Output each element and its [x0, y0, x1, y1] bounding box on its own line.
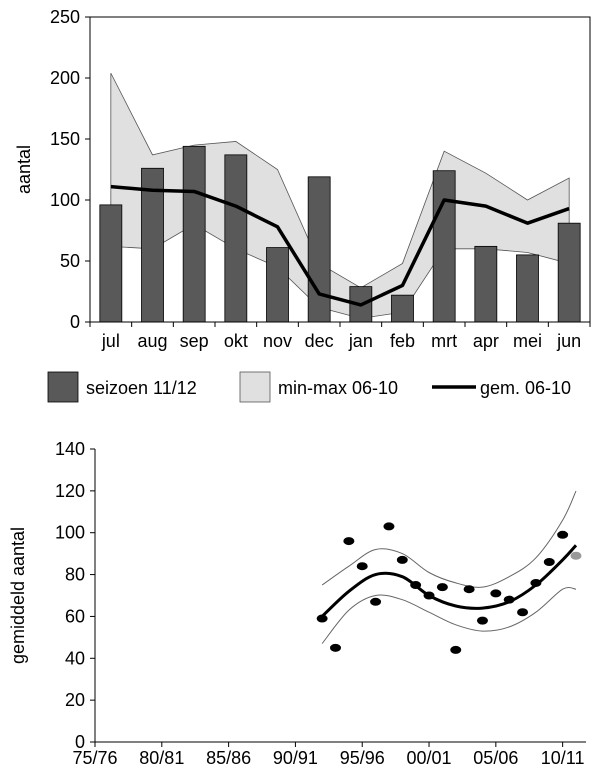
point-04/05: [476, 616, 488, 625]
x-tick-label-apr: apr: [473, 331, 499, 351]
average-line: [110, 184, 570, 307]
x-tick-label-feb: feb: [390, 331, 415, 351]
y-tick-label: 250: [50, 7, 80, 27]
x-tick-label-80/81: 80/81: [139, 748, 184, 767]
x-tick-label-jan: jan: [348, 331, 373, 351]
x-tick-label-05/06: 05/06: [473, 748, 518, 767]
legend-label-line: gem. 06-10: [480, 378, 571, 398]
legend-swatch-bar: [47, 371, 79, 403]
point-92/93: [316, 614, 328, 623]
bar-apr: [474, 245, 498, 323]
minmax-area-layer: [110, 72, 570, 319]
x-tick-label-jun: jun: [556, 331, 581, 351]
point-98/99: [396, 555, 408, 564]
confidence-lower: [321, 587, 577, 644]
point-94/95: [343, 537, 355, 546]
highlight-point: [570, 551, 582, 560]
y-tick-label: 40: [65, 648, 85, 668]
x-axis-ticks: jul aug sep okt nov dec jan feb mrt apr mei jun: [89, 322, 591, 351]
y-tick-label: 0: [75, 732, 85, 752]
monthly-chart: 0 50 100 150 200 250 jul aug sep okt nov dec jan feb…: [14, 7, 591, 403]
y-tick-label: 100: [55, 523, 85, 543]
bar-nov: [266, 247, 289, 323]
y-axis-label: aantal: [14, 145, 34, 194]
x-tick-label-75/76: 75/76: [72, 748, 117, 767]
x-tick-label-90/91: 90/91: [273, 748, 318, 767]
y-tick-label: 150: [50, 129, 80, 149]
legend: seizoen 11/12 min-max 06-10 gem. 06-10: [47, 371, 571, 403]
legend-label-bar: seizoen 11/12: [86, 378, 197, 398]
x-tick-label-jul: jul: [101, 331, 120, 351]
x-tick-label-85/86: 85/86: [206, 748, 251, 767]
y-tick-label: 100: [50, 190, 80, 210]
bar-sep: [182, 145, 206, 323]
point-layer: [316, 522, 582, 654]
bar-dec: [307, 176, 331, 323]
x-axis-ticks: 75/76 80/81 85/86 90/91 95/96 00/01 05/06 10/11: [72, 742, 584, 767]
legend-label-area: min-max 06-10: [278, 378, 398, 398]
average-line-layer: [110, 184, 570, 307]
point-08/09: [530, 578, 542, 587]
point-02/03: [450, 645, 462, 654]
y-axis-ticks: 0 20 40 60 80 100 120 140: [55, 439, 95, 752]
y-tick-label: 140: [55, 439, 85, 459]
point-00/01: [423, 591, 435, 600]
y-axis-ticks: 0 50 100 150 200 250: [50, 7, 90, 332]
x-tick-label-dec: dec: [305, 331, 334, 351]
x-tick-label-nov: nov: [263, 331, 292, 351]
y-tick-label: 60: [65, 606, 85, 626]
trend-chart: 0 20 40 60 80 100 120 140 75/76 80/81 85/86 90/91 9…: [8, 439, 586, 767]
point-95/96: [356, 562, 368, 571]
y-tick-label: 0: [70, 312, 80, 332]
point-93/94: [330, 643, 341, 652]
bar-mei: [516, 254, 539, 323]
point-09/10: [543, 558, 555, 567]
bar-jul: [99, 204, 123, 323]
point-10/11: [557, 530, 569, 539]
x-tick-label-00/01: 00/01: [407, 748, 452, 767]
point-06/07: [503, 595, 515, 604]
y-tick-label: 80: [65, 565, 85, 585]
trend-line: [321, 544, 578, 618]
y-axis-label: gemiddeld aantal: [8, 527, 28, 664]
y-tick-label: 20: [65, 690, 85, 710]
y-tick-label: 200: [50, 68, 80, 88]
y-tick-label: 50: [60, 251, 80, 271]
x-tick-label-sep: sep: [180, 331, 209, 351]
x-tick-label-95/96: 95/96: [340, 748, 385, 767]
point-03/04: [463, 585, 475, 594]
bar-feb: [391, 294, 414, 323]
bar-jun: [557, 222, 581, 323]
x-tick-label-mei: mei: [513, 331, 542, 351]
bar-mrt: [432, 170, 456, 323]
x-tick-label-mrt: mrt: [431, 331, 457, 351]
point-96/97: [370, 597, 382, 606]
trend-layer: [321, 490, 578, 644]
x-tick-label-10/11: 10/11: [541, 748, 585, 767]
legend-swatch-area: [239, 371, 271, 403]
bar-okt: [224, 154, 248, 323]
axes: [94, 449, 586, 743]
point-97/98: [383, 522, 395, 531]
x-tick-label-aug: aug: [137, 331, 167, 351]
point-99/00: [410, 581, 422, 590]
confidence-upper: [321, 490, 577, 588]
minmax-band: [110, 72, 570, 319]
point-07/08: [517, 608, 529, 617]
point-05/06: [490, 589, 502, 598]
point-01/02: [436, 583, 448, 592]
x-tick-label-okt: okt: [224, 331, 248, 351]
y-tick-label: 120: [55, 481, 85, 501]
